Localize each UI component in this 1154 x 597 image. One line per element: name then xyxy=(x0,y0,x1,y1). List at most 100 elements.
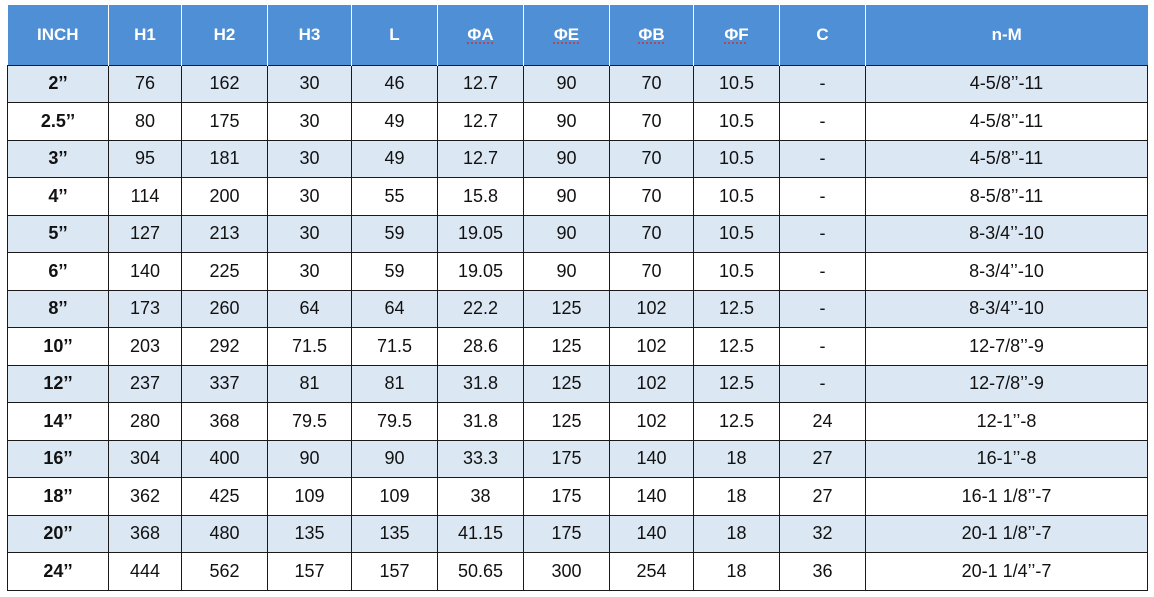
table-row: 24’’ 444 562 157 157 50.65 300 254 18 36 20-1 1/4’… xyxy=(7,552,1148,591)
header-h2: H2 xyxy=(181,5,268,65)
cell-phi-b: 70 xyxy=(609,64,694,103)
cell-inch: 6’’ xyxy=(7,252,109,291)
cell-phi-b: 102 xyxy=(609,364,694,403)
table-row: 2’’ 76 162 30 46 12.7 90 70 10.5-4-5/8’’-11 xyxy=(7,64,1148,103)
cell-h2: 200 xyxy=(181,177,268,216)
cell-h2: 260 xyxy=(181,289,268,328)
table-row: 5’’ 127 213 30 59 19.05 90 70 10.5-8-3/4’’-10 xyxy=(7,214,1148,253)
cell-h1: 203 xyxy=(108,327,182,366)
cell-phi-f: 10.5 xyxy=(693,252,780,291)
cell-l: 55 xyxy=(351,177,438,216)
cell-n-m: 8-5/8’’-11 xyxy=(865,177,1148,216)
cell-phi-f: 10.5 xyxy=(693,214,780,253)
table-row: 12’’ 237 337 81 81 31.8 125 102 12.5-12-7/8’’-9 xyxy=(7,364,1148,403)
cell-phi-e: 175 xyxy=(523,439,610,478)
cell-inch: 16’’ xyxy=(7,439,109,478)
cell-phi-b: 70 xyxy=(609,139,694,178)
cell-n-m: 20-1 1/8’’-7 xyxy=(865,514,1148,553)
cell-phi-f: 18 xyxy=(693,552,780,591)
cell-phi-f: 10.5 xyxy=(693,64,780,103)
cell-phi-e: 300 xyxy=(523,552,610,591)
table-row: 6’’ 140 225 30 59 19.05 90 70 10.5-8-3/4’’-10 xyxy=(7,252,1148,291)
cell-n-m: 12-7/8’’-9 xyxy=(865,327,1148,366)
cell-phi-f: 18 xyxy=(693,439,780,478)
cell-phi-b: 102 xyxy=(609,402,694,441)
cell-phi-b: 70 xyxy=(609,252,694,291)
cell-phi-b: 254 xyxy=(609,552,694,591)
cell-inch: 20’’ xyxy=(7,514,109,553)
cell-phi-b: 70 xyxy=(609,214,694,253)
cell-phi-a: 12.7 xyxy=(437,102,524,141)
cell-inch: 18’’ xyxy=(7,477,109,516)
cell-inch: 4’’ xyxy=(7,177,109,216)
cell-l: 49 xyxy=(351,102,438,141)
cell-phi-b: 140 xyxy=(609,514,694,553)
cell-l: 79.5 xyxy=(351,402,438,441)
cell-c: - xyxy=(779,214,866,253)
header-h3: H3 xyxy=(267,5,352,65)
cell-inch: 14’’ xyxy=(7,402,109,441)
cell-n-m: 8-3/4’’-10 xyxy=(865,289,1148,328)
cell-phi-f: 10.5 xyxy=(693,139,780,178)
header-phi-b: ΦB xyxy=(609,5,694,65)
cell-h1: 127 xyxy=(108,214,182,253)
cell-n-m: 4-5/8’’-11 xyxy=(865,102,1148,141)
cell-c: 27 xyxy=(779,477,866,516)
cell-h3: 30 xyxy=(267,177,352,216)
cell-h3: 30 xyxy=(267,214,352,253)
cell-h2: 225 xyxy=(181,252,268,291)
cell-phi-f: 10.5 xyxy=(693,177,780,216)
cell-h3: 81 xyxy=(267,364,352,403)
cell-inch: 10’’ xyxy=(7,327,109,366)
cell-inch: 12’’ xyxy=(7,364,109,403)
dimension-table: INCH H1 H2 H3 L ΦA ΦE ΦB ΦF C n-M 2’’ 76 1… xyxy=(7,5,1148,591)
cell-h3: 157 xyxy=(267,552,352,591)
cell-phi-b: 140 xyxy=(609,439,694,478)
cell-l: 109 xyxy=(351,477,438,516)
header-n-m: n-M xyxy=(865,5,1148,65)
cell-phi-f: 18 xyxy=(693,514,780,553)
cell-h3: 30 xyxy=(267,252,352,291)
cell-h2: 162 xyxy=(181,64,268,103)
cell-phi-e: 125 xyxy=(523,327,610,366)
cell-inch: 8’’ xyxy=(7,289,109,328)
table-row: 14’’ 280 368 79.5 79.5 31.8 125 102 12.5 24 12-1’’… xyxy=(7,402,1148,441)
cell-h1: 362 xyxy=(108,477,182,516)
cell-h3: 30 xyxy=(267,139,352,178)
cell-h2: 425 xyxy=(181,477,268,516)
cell-phi-a: 19.05 xyxy=(437,214,524,253)
cell-h1: 304 xyxy=(108,439,182,478)
header-phi-e: ΦE xyxy=(523,5,610,65)
cell-c: - xyxy=(779,252,866,291)
cell-c: 32 xyxy=(779,514,866,553)
cell-l: 135 xyxy=(351,514,438,553)
cell-h3: 30 xyxy=(267,102,352,141)
cell-phi-b: 140 xyxy=(609,477,694,516)
cell-h2: 337 xyxy=(181,364,268,403)
cell-n-m: 8-3/4’’-10 xyxy=(865,214,1148,253)
cell-c: - xyxy=(779,327,866,366)
table-row: 18’’ 362 425 109 109 38 175 140 18 27 16-1 1/8’’-7 xyxy=(7,477,1148,516)
table-row: 4’’ 114 200 30 55 15.8 90 70 10.5-8-5/8’’-11 xyxy=(7,177,1148,216)
cell-inch: 2’’ xyxy=(7,64,109,103)
cell-h1: 444 xyxy=(108,552,182,591)
cell-phi-e: 90 xyxy=(523,214,610,253)
cell-inch: 5’’ xyxy=(7,214,109,253)
cell-inch: 2.5’’ xyxy=(7,102,109,141)
cell-n-m: 4-5/8’’-11 xyxy=(865,139,1148,178)
cell-c: - xyxy=(779,364,866,403)
cell-h2: 292 xyxy=(181,327,268,366)
cell-c: 27 xyxy=(779,439,866,478)
cell-n-m: 8-3/4’’-10 xyxy=(865,252,1148,291)
cell-h3: 79.5 xyxy=(267,402,352,441)
cell-phi-b: 70 xyxy=(609,177,694,216)
table-row: 2.5’’ 80 175 30 49 12.7 90 70 10.5-4-5/8’’-11 xyxy=(7,102,1148,141)
cell-phi-f: 18 xyxy=(693,477,780,516)
cell-h1: 237 xyxy=(108,364,182,403)
cell-l: 64 xyxy=(351,289,438,328)
header-phi-a: ΦA xyxy=(437,5,524,65)
cell-l: 59 xyxy=(351,214,438,253)
cell-phi-b: 70 xyxy=(609,102,694,141)
cell-h1: 80 xyxy=(108,102,182,141)
cell-phi-e: 90 xyxy=(523,139,610,178)
